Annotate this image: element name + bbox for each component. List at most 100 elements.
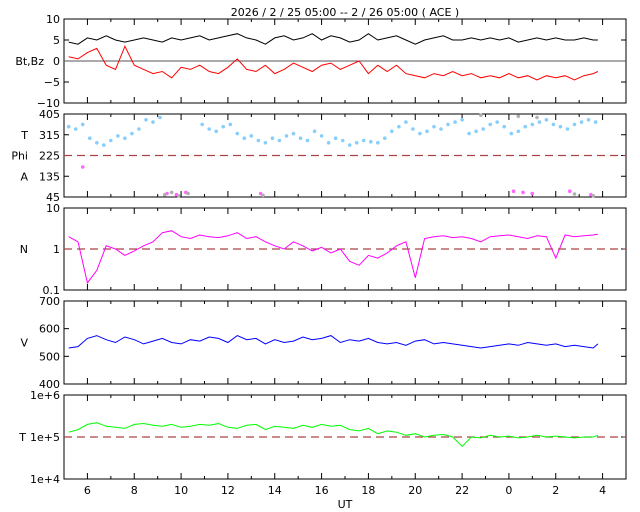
phi-point: [130, 131, 134, 136]
y-tick-label: 1e+4: [30, 473, 60, 486]
bt-series: [68, 33, 598, 45]
phi-point: [418, 131, 422, 136]
phi-point: [221, 124, 225, 129]
x-tick-label: 14: [268, 484, 282, 497]
phi-point: [565, 127, 570, 131]
phi-point: [66, 124, 71, 129]
phi-point: [137, 127, 141, 131]
phi-point: [151, 120, 155, 124]
phi-point: [88, 136, 92, 140]
grey-point: [479, 113, 483, 117]
phi-point: [397, 124, 401, 129]
phi-point: [291, 131, 296, 136]
grey-point: [176, 194, 181, 198]
grey-point: [162, 192, 167, 197]
phi-point: [235, 131, 240, 136]
phi-point: [453, 120, 457, 124]
grey-point: [572, 192, 577, 196]
y-tick-label: 1e+6: [30, 389, 60, 402]
y-axis-label: V: [20, 337, 28, 350]
phi-point: [249, 134, 254, 138]
phi-point: [298, 136, 303, 140]
density-series: [68, 230, 598, 284]
phi-point: [361, 138, 366, 143]
y-tick-label: 10: [46, 202, 60, 215]
y-tick-label: 0.1: [43, 284, 61, 297]
phi-point: [116, 134, 120, 138]
phi-point: [256, 138, 261, 143]
phi-point: [123, 136, 127, 140]
y-tick-label: 135: [39, 170, 60, 183]
phi-point: [572, 122, 577, 127]
phi-point: [495, 120, 500, 124]
phi-point: [544, 118, 549, 122]
y-tick-label: 500: [39, 350, 60, 363]
phi-point: [530, 122, 535, 127]
y-tick-label: 10: [46, 13, 60, 26]
a-point: [80, 165, 85, 169]
x-tick-label: 18: [361, 484, 375, 497]
x-axis-label: UT: [338, 498, 353, 511]
phi-point: [439, 127, 443, 131]
y-tick-label: 400: [39, 378, 60, 391]
chart-title: 2026 / 2 / 25 05:00 -- 2 / 26 05:00 ( AC…: [231, 6, 459, 19]
panels: 10 5 0 −5 −10 Bt,Bz 405 315 225 135 45 T Phi A 10 1 0.1 N…: [11, 13, 627, 497]
a-point: [511, 189, 516, 193]
phi-point: [516, 129, 521, 134]
a-point: [530, 191, 535, 196]
x-tick-label: 22: [455, 484, 469, 497]
x-tick-label: 8: [131, 484, 138, 497]
phi-point: [460, 118, 464, 122]
y-tick-label: 225: [39, 150, 60, 163]
phi-point: [242, 136, 247, 140]
y-tick-label: 0: [53, 55, 60, 68]
phi-point: [586, 118, 591, 122]
phi-point: [383, 136, 387, 140]
phi-point: [425, 129, 429, 134]
y-axis-label: Phi: [11, 150, 28, 163]
y-tick-label: 1e+5: [30, 431, 60, 444]
phi-point: [354, 141, 359, 145]
y-tick-label: 315: [39, 129, 60, 142]
phi-point: [326, 141, 331, 145]
phi-point: [390, 129, 394, 134]
phi-point: [207, 127, 211, 131]
phi-point: [502, 124, 507, 129]
phi-point: [200, 122, 204, 127]
phi-point: [277, 138, 282, 143]
phi-point: [579, 120, 584, 124]
bz-series: [68, 45, 599, 81]
y-axis-label: A: [20, 170, 28, 183]
y-tick-label: 1: [53, 243, 60, 256]
phi-point: [481, 127, 486, 131]
x-tick-label: 4: [599, 484, 606, 497]
phi-point: [593, 120, 598, 124]
phi-point: [102, 143, 106, 147]
grey-point: [591, 194, 595, 198]
phi-point: [270, 136, 275, 140]
phi-point: [214, 129, 218, 134]
phi-point: [158, 115, 162, 120]
phi-point: [333, 136, 338, 140]
phi-point: [488, 122, 493, 127]
grey-point: [169, 190, 174, 195]
grey-point: [535, 115, 539, 120]
phi-point: [284, 134, 289, 138]
x-tick-label: 12: [221, 484, 235, 497]
phi-point: [551, 122, 556, 127]
phi-point: [109, 138, 113, 143]
phi-point: [228, 122, 233, 127]
y-tick-label: 5: [53, 34, 60, 47]
phi-point: [73, 127, 78, 131]
phi-point: [509, 131, 514, 136]
phi-point: [305, 138, 310, 143]
y-tick-label: 405: [39, 108, 60, 121]
phi-point: [312, 129, 317, 134]
x-tick-label: 10: [174, 484, 188, 497]
velocity-series: [68, 335, 599, 349]
y-axis-label: Bt,Bz: [15, 55, 44, 68]
phi-point: [474, 129, 478, 134]
x-tick-label: 20: [408, 484, 422, 497]
phi-point: [369, 139, 373, 144]
